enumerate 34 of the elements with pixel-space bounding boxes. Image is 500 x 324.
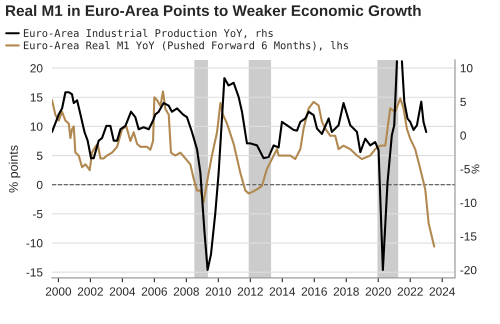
x-tick-label: 2024 [430,287,455,296]
y-tick-label: 5 [36,152,42,160]
x-tick-label: 2008 [174,287,199,296]
chart-title: Real M1 in Euro-Area Points to Weaker Economic Growth [6,4,421,16]
y2-axis-title: % [472,164,480,174]
y-tick-label: 0 [36,180,43,190]
x-tick-label: 2006 [142,287,167,296]
x-tick-label: 2016 [302,287,327,296]
y-tick-label: -10 [26,239,43,248]
y2-tick-label: -5 [460,165,470,174]
y-tick-label: -5 [33,210,42,218]
legend-label: Euro-Area Industrial Production YoY, rhs [24,28,273,38]
line-series [52,90,436,248]
y2-tick-label: 0 [460,131,466,140]
x-tick-label: 2000 [46,287,72,296]
y-tick-label: -15 [26,268,42,277]
y-axis-title: % points [8,145,20,192]
y-tick-label: 15 [30,93,42,102]
y2-tick-label: -10 [460,198,476,208]
y-tick-label: 20 [30,64,43,72]
y2-tick-label: -15 [460,232,476,241]
x-tick-label: 2020 [366,287,391,296]
legend-label: Euro-Area Real M1 YoY (Pushed Forward 6 Months), lhs [24,41,348,51]
y2-tick-label: -20 [460,266,476,274]
x-tick-label: 2002 [78,287,103,296]
x-tick-label: 2004 [110,287,136,296]
x-tick-label: 2012 [238,287,263,296]
y-tick-label: 10 [30,122,43,131]
x-tick-label: 2022 [398,287,423,296]
x-tick-label: 2014 [270,287,296,296]
y2-tick-label: 10 [460,64,473,72]
y2-tick-label: 5 [460,98,466,106]
x-tick-label: 2010 [206,287,231,296]
x-tick-label: 2018 [334,287,359,296]
